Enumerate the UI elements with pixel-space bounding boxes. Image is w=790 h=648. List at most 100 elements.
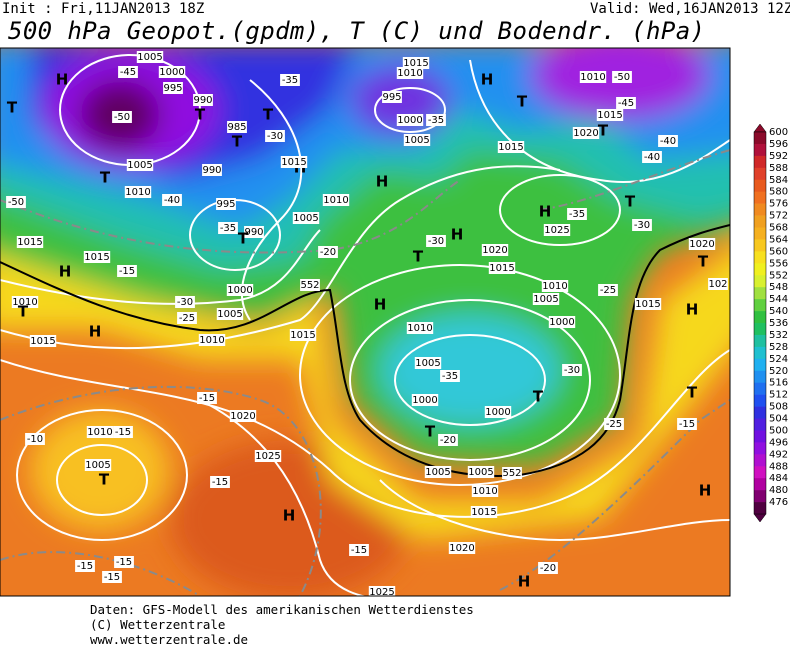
colorbar-swatch [754,502,766,515]
pressure-center: H [374,296,387,314]
pressure-center: T [598,122,609,140]
colorbar-label: 588 [769,163,788,174]
label-box [84,459,112,471]
colorbar-label: 516 [769,378,788,389]
label-box [382,91,402,103]
colorbar-swatch [754,418,766,431]
pressure-center: H [481,71,494,89]
isoline-label: 1025 [369,587,394,598]
isoline-label: -15 [199,393,215,404]
colorbar-swatch [754,323,766,336]
colorbar-swatch [754,442,766,455]
label-box [562,364,582,376]
contour-552 [0,224,730,477]
colorbar-label: 532 [769,330,788,341]
label-box [438,434,458,446]
label-box [216,308,244,320]
colorbar-cap [753,513,767,523]
isoline-label: 1015 [403,58,428,69]
colorbar-label: 580 [769,187,788,198]
temperature-lines [0,149,730,596]
colorbar-swatch [754,155,766,169]
pressure-center: H [699,482,712,500]
label-box [86,426,114,438]
label-box [642,151,662,163]
label-box [29,335,57,347]
colorbar-cap [753,123,767,133]
pressure-center: H [518,573,531,591]
isoline-label: 1015 [489,263,514,274]
colorbar-swatch [754,311,766,324]
isoline-label: -35 [428,115,444,126]
isoline-label: 990 [244,227,263,238]
colorbar: 6005965925885845805765725685645605565525… [753,123,788,523]
colorbar-swatch [754,406,766,419]
label-box [158,66,186,78]
isoline-label: 1010 [323,195,348,206]
isoline-label: 1010 [580,72,605,83]
label-box [289,329,317,341]
colorbar-swatch [754,394,766,407]
label-box [218,222,238,234]
colorbar-swatch [754,263,766,276]
isoline-label: 1015 [290,330,315,341]
colorbar-swatch [754,370,766,383]
label-box [497,141,525,153]
pressure-center: T [533,388,544,406]
colorbar-swatch [754,191,766,204]
isoline-label: -50 [8,197,24,208]
isoline-label: 1015 [84,252,109,263]
isoline-label: -15 [119,266,135,277]
isoline-label: 1010 [407,323,432,334]
isoline-label: -45 [618,98,634,109]
label-box [193,94,213,106]
colorbar-swatch [754,132,766,145]
isoline-label: 1015 [17,237,42,248]
colorbar-swatch [754,454,766,467]
isoline-label: -35 [282,75,298,86]
label-box [481,244,509,256]
label-box [226,284,254,296]
pressure-center: T [99,471,110,489]
label-box [411,394,439,406]
label-box [265,130,285,142]
footer-copyright: (C) Wetterzentrale [90,617,225,632]
isoline-label: 990 [193,95,212,106]
pressure-center: T [238,230,249,248]
isoline-label: 1015 [635,299,660,310]
label-box [616,97,636,109]
pressure-center: H [539,203,552,221]
colorbar-label: 596 [769,139,788,150]
label-box [227,121,247,133]
isoline-label: -40 [660,136,676,147]
colorbar-label: 592 [769,151,788,162]
colorbar-label: 480 [769,485,788,496]
isoline-label: -45 [120,67,136,78]
isoline-label: 1000 [227,285,252,296]
colorbar-swatch [754,275,766,288]
isoline-label: -30 [267,131,283,142]
colorbar-swatch [754,167,766,181]
pressure-center: T [425,423,436,441]
label-box [244,226,264,238]
isoline-label: 985 [227,122,246,133]
footer-url: www.wetterzentrale.de [90,632,248,647]
isoline-label: -15 [77,561,93,572]
isoline-label: 1000 [412,395,437,406]
isoline-label: 1005 [415,358,440,369]
isoline-label: -15 [351,545,367,556]
pressure-center: T [232,133,243,151]
label-box [440,370,460,382]
label-box [677,418,697,430]
isoline-label: 1005 [127,160,152,171]
colorbar-label: 536 [769,318,788,329]
label-box [229,410,257,422]
label-box [488,262,516,274]
colorbar-label: 496 [769,437,788,448]
colorbar-swatch [754,478,766,491]
pressure-center: H [451,226,464,244]
pressure-center: T [195,106,206,124]
label-box [406,322,434,334]
label-box [292,212,320,224]
init-time: Init : Fri,11JAN2013 18Z [2,1,204,17]
